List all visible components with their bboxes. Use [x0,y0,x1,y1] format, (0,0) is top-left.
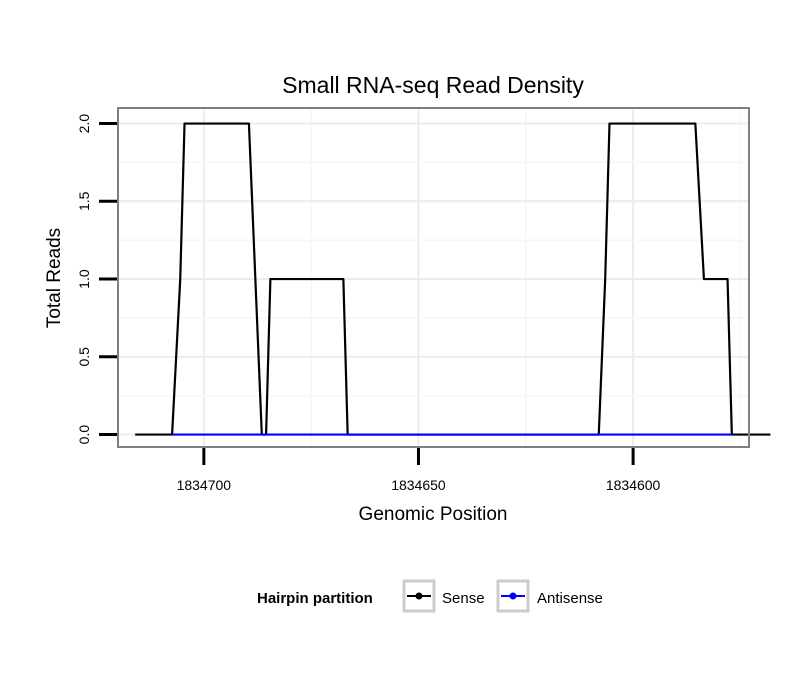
grid [118,108,749,447]
x-tick-label: 1834650 [391,477,446,493]
y-tick-label: 0.5 [76,347,92,367]
legend: Hairpin partition Sense Antisense [257,579,603,613]
legend-point-sense [415,592,423,600]
chart-title: Small RNA-seq Read Density [282,72,584,98]
y-tick-label: 1.0 [76,269,92,289]
legend-item-sense: Sense [402,579,485,613]
series-layer [135,122,771,436]
legend-label-sense: Sense [442,590,485,607]
y-axis-title: Total Reads [44,228,65,328]
legend-point-antisense [509,592,517,600]
x-tick-label: 1834600 [606,477,661,493]
x-tick-label: 1834700 [177,477,232,493]
legend-label-antisense: Antisense [537,590,603,607]
y-tick-label: 2.0 [76,114,92,134]
y-axis: 0.0 0.5 1.0 1.5 2.0 [76,114,117,445]
x-axis: 1834700 1834650 1834600 [177,448,661,493]
y-tick-label: 1.5 [76,191,92,211]
y-tick-label: 0.0 [76,425,92,445]
legend-item-antisense: Antisense [496,579,603,613]
plot-panel-border [117,107,750,448]
series-line-sense [135,122,771,436]
x-axis-title: Genomic Position [359,504,508,525]
legend-title: Hairpin partition [257,590,373,607]
